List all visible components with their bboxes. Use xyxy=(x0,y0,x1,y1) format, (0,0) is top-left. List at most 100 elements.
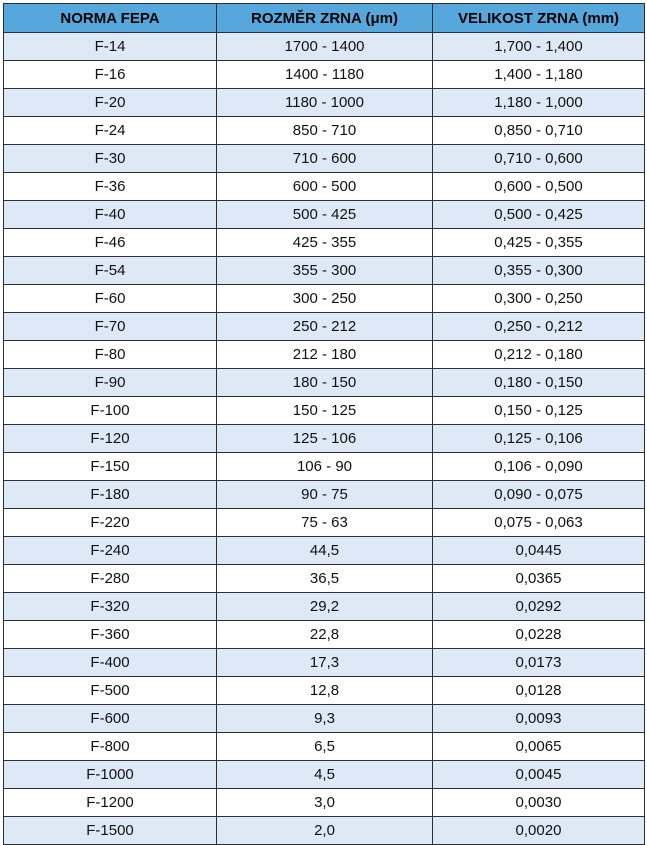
cell-grain-size-mm: 0,180 - 0,150 xyxy=(432,368,645,397)
cell-grain-dimension-um: 355 - 300 xyxy=(216,256,433,285)
table-header: NORMA FEPA ROZMĚR ZRNA (μm) VELIKOST ZRN… xyxy=(3,3,645,33)
table-row: F-220 75 - 63 0,075 - 0,063 xyxy=(3,508,645,537)
cell-grain-size-mm: 1,400 - 1,180 xyxy=(432,60,645,89)
cell-fepa-grade: F-14 xyxy=(3,32,217,61)
cell-grain-dimension-um: 250 - 212 xyxy=(216,312,433,341)
cell-grain-dimension-um: 12,8 xyxy=(216,676,433,705)
cell-fepa-grade: F-100 xyxy=(3,396,217,425)
cell-grain-dimension-um: 300 - 250 xyxy=(216,284,433,313)
cell-grain-dimension-um: 17,3 xyxy=(216,648,433,677)
cell-fepa-grade: F-180 xyxy=(3,480,217,509)
cell-fepa-grade: F-24 xyxy=(3,116,217,145)
cell-grain-dimension-um: 425 - 355 xyxy=(216,228,433,257)
table-row: F-1200 3,0 0,0030 xyxy=(3,788,645,817)
cell-fepa-grade: F-46 xyxy=(3,228,217,257)
cell-grain-size-mm: 0,850 - 0,710 xyxy=(432,116,645,145)
cell-grain-dimension-um: 1400 - 1180 xyxy=(216,60,433,89)
cell-grain-size-mm: 0,710 - 0,600 xyxy=(432,144,645,173)
cell-grain-size-mm: 0,0292 xyxy=(432,592,645,621)
table-row: F-70 250 - 212 0,250 - 0,212 xyxy=(3,312,645,341)
header-fepa-standard: NORMA FEPA xyxy=(3,3,217,33)
cell-fepa-grade: F-90 xyxy=(3,368,217,397)
cell-fepa-grade: F-150 xyxy=(3,452,217,481)
cell-grain-dimension-um: 4,5 xyxy=(216,760,433,789)
grain-size-table: NORMA FEPA ROZMĚR ZRNA (μm) VELIKOST ZRN… xyxy=(3,3,645,845)
table-row: F-30 710 - 600 0,710 - 0,600 xyxy=(3,144,645,173)
cell-grain-dimension-um: 3,0 xyxy=(216,788,433,817)
cell-fepa-grade: F-30 xyxy=(3,144,217,173)
cell-fepa-grade: F-1500 xyxy=(3,816,217,845)
table-row: F-180 90 - 75 0,090 - 0,075 xyxy=(3,480,645,509)
table-row: F-80 212 - 180 0,212 - 0,180 xyxy=(3,340,645,369)
cell-grain-size-mm: 0,0020 xyxy=(432,816,645,845)
cell-grain-dimension-um: 1180 - 1000 xyxy=(216,88,433,117)
table-row: F-20 1180 - 1000 1,180 - 1,000 xyxy=(3,88,645,117)
cell-grain-size-mm: 0,250 - 0,212 xyxy=(432,312,645,341)
table-row: F-500 12,8 0,0128 xyxy=(3,676,645,705)
cell-grain-dimension-um: 180 - 150 xyxy=(216,368,433,397)
cell-grain-size-mm: 0,600 - 0,500 xyxy=(432,172,645,201)
cell-grain-dimension-um: 29,2 xyxy=(216,592,433,621)
table-row: F-240 44,5 0,0445 xyxy=(3,536,645,565)
cell-fepa-grade: F-1000 xyxy=(3,760,217,789)
cell-grain-size-mm: 0,0365 xyxy=(432,564,645,593)
cell-fepa-grade: F-600 xyxy=(3,704,217,733)
cell-grain-dimension-um: 710 - 600 xyxy=(216,144,433,173)
cell-grain-size-mm: 0,0030 xyxy=(432,788,645,817)
cell-grain-size-mm: 0,0173 xyxy=(432,648,645,677)
cell-fepa-grade: F-800 xyxy=(3,732,217,761)
table-row: F-16 1400 - 1180 1,400 - 1,180 xyxy=(3,60,645,89)
cell-grain-dimension-um: 150 - 125 xyxy=(216,396,433,425)
cell-grain-size-mm: 0,0445 xyxy=(432,536,645,565)
table-row: F-1500 2,0 0,0020 xyxy=(3,816,645,845)
cell-fepa-grade: F-120 xyxy=(3,424,217,453)
cell-grain-dimension-um: 22,8 xyxy=(216,620,433,649)
table-row: F-1000 4,5 0,0045 xyxy=(3,760,645,789)
table-body: F-14 1700 - 1400 1,700 - 1,400 F-16 1400 - 1… xyxy=(3,32,645,845)
table-row: F-54 355 - 300 0,355 - 0,300 xyxy=(3,256,645,285)
table-row: F-120 125 - 106 0,125 - 0,106 xyxy=(3,424,645,453)
cell-grain-size-mm: 0,150 - 0,125 xyxy=(432,396,645,425)
cell-fepa-grade: F-360 xyxy=(3,620,217,649)
cell-grain-size-mm: 0,0093 xyxy=(432,704,645,733)
cell-grain-size-mm: 0,106 - 0,090 xyxy=(432,452,645,481)
cell-fepa-grade: F-1200 xyxy=(3,788,217,817)
table-row: F-800 6,5 0,0065 xyxy=(3,732,645,761)
cell-fepa-grade: F-36 xyxy=(3,172,217,201)
header-grain-size-mm: VELIKOST ZRNA (mm) xyxy=(432,3,645,33)
cell-grain-size-mm: 1,700 - 1,400 xyxy=(432,32,645,61)
cell-grain-size-mm: 0,0128 xyxy=(432,676,645,705)
table-row: F-320 29,2 0,0292 xyxy=(3,592,645,621)
table-row: F-40 500 - 425 0,500 - 0,425 xyxy=(3,200,645,229)
header-row: NORMA FEPA ROZMĚR ZRNA (μm) VELIKOST ZRN… xyxy=(3,3,645,33)
cell-grain-dimension-um: 106 - 90 xyxy=(216,452,433,481)
table-row: F-400 17,3 0,0173 xyxy=(3,648,645,677)
cell-grain-dimension-um: 75 - 63 xyxy=(216,508,433,537)
table-row: F-46 425 - 355 0,425 - 0,355 xyxy=(3,228,645,257)
cell-fepa-grade: F-500 xyxy=(3,676,217,705)
cell-grain-size-mm: 0,0228 xyxy=(432,620,645,649)
cell-fepa-grade: F-16 xyxy=(3,60,217,89)
table-row: F-150 106 - 90 0,106 - 0,090 xyxy=(3,452,645,481)
table-row: F-280 36,5 0,0365 xyxy=(3,564,645,593)
cell-grain-dimension-um: 36,5 xyxy=(216,564,433,593)
table-row: F-90 180 - 150 0,180 - 0,150 xyxy=(3,368,645,397)
cell-fepa-grade: F-80 xyxy=(3,340,217,369)
cell-grain-dimension-um: 500 - 425 xyxy=(216,200,433,229)
table-row: F-36 600 - 500 0,600 - 0,500 xyxy=(3,172,645,201)
cell-grain-dimension-um: 90 - 75 xyxy=(216,480,433,509)
cell-grain-dimension-um: 2,0 xyxy=(216,816,433,845)
table-row: F-24 850 - 710 0,850 - 0,710 xyxy=(3,116,645,145)
table-row: F-60 300 - 250 0,300 - 0,250 xyxy=(3,284,645,313)
cell-grain-size-mm: 0,0045 xyxy=(432,760,645,789)
cell-grain-dimension-um: 9,3 xyxy=(216,704,433,733)
cell-grain-size-mm: 0,425 - 0,355 xyxy=(432,228,645,257)
cell-fepa-grade: F-320 xyxy=(3,592,217,621)
cell-fepa-grade: F-54 xyxy=(3,256,217,285)
cell-grain-dimension-um: 850 - 710 xyxy=(216,116,433,145)
table-row: F-14 1700 - 1400 1,700 - 1,400 xyxy=(3,32,645,61)
cell-fepa-grade: F-240 xyxy=(3,536,217,565)
cell-fepa-grade: F-70 xyxy=(3,312,217,341)
cell-grain-dimension-um: 44,5 xyxy=(216,536,433,565)
cell-fepa-grade: F-20 xyxy=(3,88,217,117)
